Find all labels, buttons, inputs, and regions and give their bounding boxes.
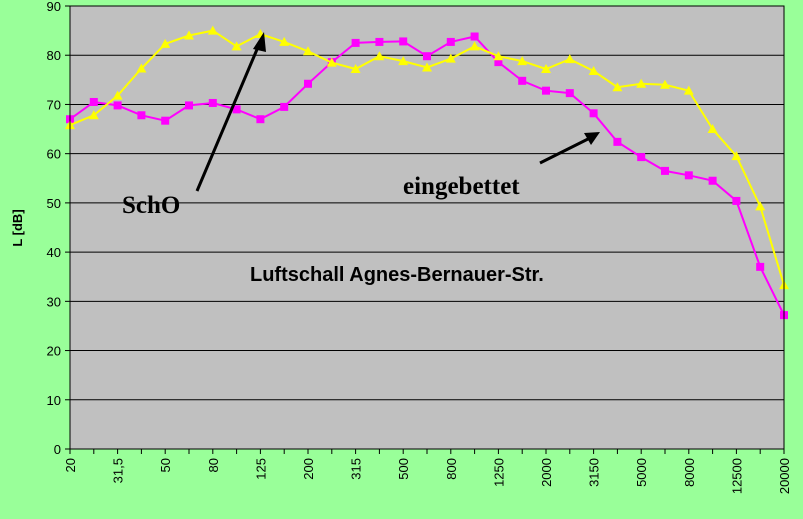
data-point-yellow <box>541 64 551 74</box>
data-point-magenta <box>732 196 741 205</box>
data-point-magenta <box>304 79 312 88</box>
arrow-scho-head <box>253 32 266 52</box>
data-point-magenta <box>565 89 574 98</box>
x-tick-label: 125 <box>253 458 268 480</box>
x-tick-label: 8000 <box>682 458 697 487</box>
x-tick-label: 2000 <box>539 458 554 487</box>
arrow-eingebettet-head <box>584 132 600 145</box>
data-point-yellow <box>422 62 432 72</box>
x-tick-label: 1250 <box>491 458 506 487</box>
data-point-magenta <box>637 153 646 162</box>
x-tick-label: 20 <box>63 458 78 472</box>
x-tick-labels: 20 31,5 50 80 125 200 315 500 800 1250 2000 3150 500… <box>63 449 792 494</box>
data-point-magenta <box>494 58 503 67</box>
y-tick-label: 20 <box>47 344 61 359</box>
y-tick-label: 10 <box>47 393 61 408</box>
data-point-yellow <box>398 56 409 66</box>
data-point-magenta <box>708 176 717 185</box>
x-tick-label: 12500 <box>729 458 744 494</box>
x-tick-label: 80 <box>206 458 221 472</box>
y-tick-label: 80 <box>47 48 61 63</box>
y-tick-labels: 0 10 20 30 40 50 60 70 80 90 <box>47 0 70 457</box>
data-point-magenta <box>518 76 527 85</box>
annotation-eingebettet: eingebettet <box>403 173 520 200</box>
data-point-yellow <box>184 30 194 40</box>
data-point-yellow <box>326 57 337 67</box>
data-point-magenta <box>208 98 217 107</box>
annotation-scho: SchO <box>122 192 180 219</box>
x-tick-label: 31,5 <box>111 458 126 483</box>
data-point-magenta <box>423 52 431 61</box>
x-tick-label: 3150 <box>587 458 602 487</box>
data-point-magenta <box>256 115 265 124</box>
data-point-yellow <box>445 53 456 63</box>
data-point-yellow <box>303 46 313 56</box>
data-point-yellow <box>636 78 647 88</box>
data-point-yellow <box>469 41 480 51</box>
data-point-magenta <box>613 137 622 146</box>
data-point-yellow <box>588 65 599 75</box>
data-point-yellow <box>707 124 718 134</box>
y-tick-label: 60 <box>47 147 61 162</box>
data-point-magenta <box>137 111 146 120</box>
data-point-yellow <box>564 54 575 64</box>
plot-border <box>69 5 785 450</box>
data-point-yellow <box>517 56 528 66</box>
data-point-yellow <box>755 201 766 211</box>
data-point-yellow <box>683 85 694 95</box>
y-tick-label: 90 <box>47 0 61 14</box>
arrow-scho <box>195 39 263 192</box>
data-point-yellow <box>279 36 290 46</box>
data-point-yellow <box>136 63 147 73</box>
data-point-yellow <box>374 51 385 61</box>
y-tick-label: 70 <box>47 97 61 112</box>
y-tick-label: 50 <box>47 196 61 211</box>
data-point-yellow <box>231 41 242 51</box>
arrow-eingebettet <box>539 135 593 165</box>
data-point-yellow <box>350 64 361 74</box>
x-tick-label: 800 <box>444 458 459 480</box>
y-tick-label: 30 <box>47 294 61 309</box>
data-point-yellow <box>660 79 670 89</box>
data-point-yellow <box>207 25 218 35</box>
data-point-yellow <box>731 151 742 161</box>
x-tick-label: 315 <box>349 458 364 480</box>
x-tick-label: 500 <box>396 458 411 480</box>
data-point-yellow <box>160 38 171 48</box>
plot-area <box>70 6 784 449</box>
data-point-yellow <box>493 51 504 61</box>
data-point-magenta <box>113 101 122 110</box>
data-point-yellow <box>88 110 99 120</box>
chart-title: Luftschall Agnes-Bernauer-Str. <box>250 264 544 286</box>
series-group <box>65 25 789 320</box>
data-point-magenta <box>280 102 289 111</box>
x-tick-label: 5000 <box>634 458 649 487</box>
data-point-magenta <box>684 171 693 180</box>
y-tick-label: 0 <box>54 442 61 457</box>
data-point-magenta <box>185 101 193 110</box>
data-point-magenta <box>89 97 98 106</box>
x-tick-label: 20000 <box>777 458 792 494</box>
data-point-magenta <box>470 32 479 41</box>
data-point-magenta <box>351 38 360 47</box>
data-point-yellow <box>612 82 623 92</box>
data-point-magenta <box>542 86 550 95</box>
y-tick-label: 40 <box>47 245 61 260</box>
data-point-magenta <box>375 37 384 46</box>
data-point-magenta <box>661 166 669 175</box>
data-point-magenta <box>161 116 170 125</box>
data-point-magenta <box>232 105 241 114</box>
data-point-magenta <box>589 109 598 118</box>
x-tick-label: 200 <box>301 458 316 480</box>
x-tick-label: 50 <box>158 458 173 472</box>
data-point-magenta <box>399 37 408 46</box>
data-point-magenta <box>446 37 455 46</box>
data-point-magenta <box>756 262 765 271</box>
data-point-yellow <box>112 90 123 100</box>
y-axis-label: L [dB] <box>10 209 25 246</box>
